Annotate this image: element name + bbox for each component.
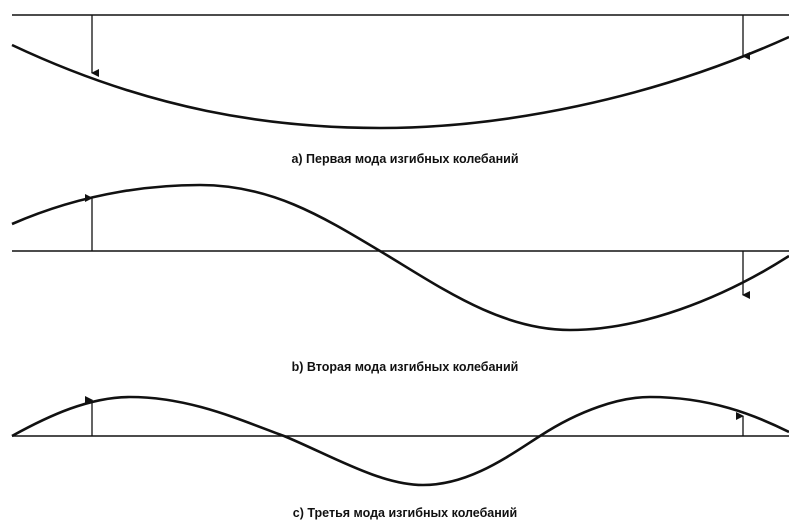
caption-mode-2: b) Вторая мода изгибных колебаний [292, 360, 519, 374]
panel-mode-1: а) Первая мода изгибных колебаний [11, 14, 789, 166]
panel-mode-2: b) Вторая мода изгибных колебаний [11, 183, 789, 374]
mode-shape-curve-1 [11, 35, 789, 130]
caption-mode-3: c) Третья мода изгибных колебаний [293, 506, 517, 520]
mode-shape-curve-2 [11, 183, 789, 332]
mode-shape-curve-3 [11, 395, 789, 487]
caption-mode-1: а) Первая мода изгибных колебаний [291, 152, 518, 166]
panel-mode-3: c) Третья мода изгибных колебаний [11, 395, 789, 520]
